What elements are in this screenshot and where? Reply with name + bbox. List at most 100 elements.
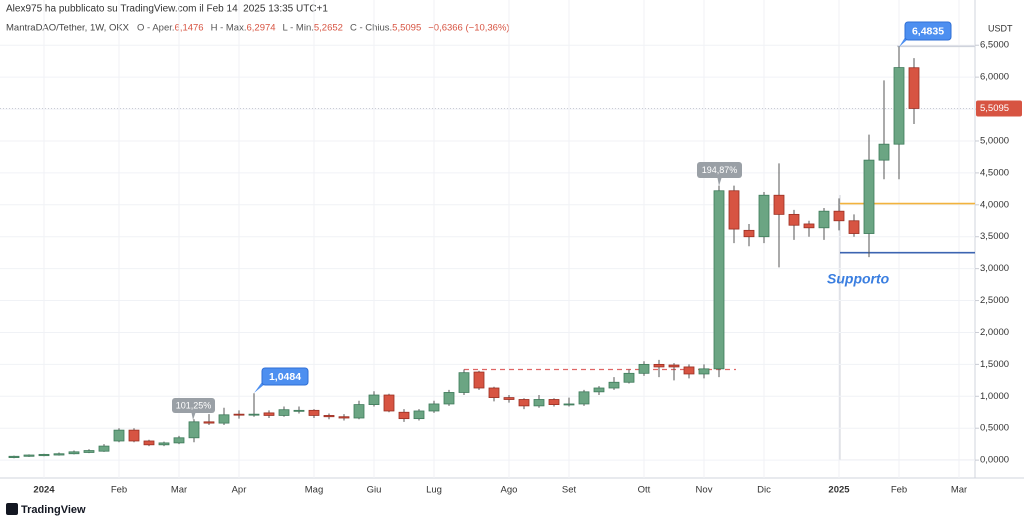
candle-body <box>578 391 590 405</box>
callout: 194,87% <box>697 162 742 186</box>
candle-body <box>743 229 755 238</box>
callout-box <box>172 398 215 413</box>
candle-body <box>893 67 905 145</box>
brand: TradingView <box>21 504 86 516</box>
candle-body <box>218 414 230 424</box>
candle-body <box>323 415 335 418</box>
x-tick-label: Mag <box>305 485 323 496</box>
callout-box <box>697 162 742 178</box>
y-tick-label: 3,0000 <box>980 263 1009 274</box>
candle-body <box>518 399 530 407</box>
y-tick-label: 0,0000 <box>980 455 1009 466</box>
callout-label: 194,87% <box>702 165 738 175</box>
candle-body <box>833 210 845 222</box>
candle-body <box>563 403 575 406</box>
candle-body <box>233 413 245 416</box>
x-tick-label: 2025 <box>828 485 850 496</box>
candle-body <box>488 387 500 398</box>
candle-body <box>848 220 860 234</box>
y-tick-label: 2,0000 <box>980 327 1009 338</box>
candle-body <box>713 190 725 370</box>
ohlc-value: 5,2652 <box>314 23 343 34</box>
x-tick-label: Dic <box>757 485 771 496</box>
candle-body <box>353 404 365 419</box>
candle-body <box>818 210 830 229</box>
candle-body <box>248 413 260 416</box>
x-tick-label: Giu <box>367 485 382 496</box>
candle-body <box>338 416 350 419</box>
callout-label: 101,25% <box>176 400 212 410</box>
callout-label: 1,0484 <box>269 371 301 383</box>
candle-body <box>788 213 800 226</box>
candle-body <box>158 442 170 446</box>
ohlc-label: H - Max. <box>211 23 247 34</box>
x-tick-label: Mar <box>951 485 967 496</box>
ohlc-label: C - Chius. <box>350 23 392 34</box>
candle-body <box>728 190 740 230</box>
last-price-label: 5,5095 <box>980 103 1009 114</box>
y-tick-label: 3,5000 <box>980 231 1009 242</box>
candle-body <box>173 437 185 444</box>
y-tick-label: 0,5000 <box>980 423 1009 434</box>
candle-body <box>698 368 710 375</box>
candle-body <box>8 455 20 458</box>
candle-body <box>23 454 35 457</box>
candle-body <box>773 194 785 215</box>
candle-body <box>908 67 920 109</box>
ohlc-label: L - Min. <box>283 23 314 34</box>
callout-box <box>904 21 952 41</box>
y-tick-label: 6,0000 <box>980 72 1009 83</box>
candle-body <box>293 409 305 412</box>
candle-body <box>113 429 125 442</box>
x-tick-label: 2024 <box>33 485 55 496</box>
callout: 6,4835 <box>899 21 952 47</box>
candle-body <box>428 403 440 412</box>
candle-body <box>413 410 425 420</box>
x-tick-label: Apr <box>232 485 247 496</box>
x-tick-label: Lug <box>426 485 442 496</box>
brand-logo: TradingView <box>6 503 86 516</box>
currency: USDT <box>988 23 1013 33</box>
candle-body <box>878 143 890 161</box>
ohlc-value: 6,2974 <box>246 23 275 34</box>
candle-body <box>383 394 395 412</box>
y-tick-label: 1,0000 <box>980 391 1009 402</box>
candle-body <box>398 411 410 420</box>
candle-body <box>623 372 635 383</box>
candle-body <box>608 381 620 389</box>
callout: 1,0484 <box>254 367 309 393</box>
candle-body <box>143 440 155 446</box>
candle-body <box>308 409 320 416</box>
candle-body <box>368 394 380 405</box>
text-annotation: Supporto <box>827 271 890 287</box>
candle-body <box>533 399 545 407</box>
candle-body <box>758 194 770 238</box>
y-tick-label: 2,5000 <box>980 295 1009 306</box>
ohlc-value: 6,1476 <box>175 23 204 34</box>
y-tick-label: 4,5000 <box>980 167 1009 178</box>
callout-label: 6,4835 <box>912 25 944 37</box>
x-tick-label: Ott <box>638 485 651 496</box>
candle-body <box>53 453 65 456</box>
callout-box <box>261 367 309 386</box>
x-tick-label: Feb <box>111 485 127 496</box>
candle-body <box>548 399 560 405</box>
candle-body <box>863 159 875 234</box>
candle-body <box>803 223 815 229</box>
candle-body <box>443 392 455 405</box>
y-tick-label: 4,0000 <box>980 199 1009 210</box>
candle-body <box>473 371 485 389</box>
ohlc-value: 5,5095 <box>392 23 421 34</box>
candle-body <box>83 450 95 453</box>
publisher: Alex975 ha pubblicato su TradingView.com… <box>6 4 328 15</box>
candle-body <box>593 387 605 393</box>
candle-body <box>68 451 80 455</box>
ohlc-label: O - Aper. <box>137 23 175 34</box>
candle-body <box>263 412 275 416</box>
candle-body <box>683 366 695 375</box>
candle-body <box>668 364 680 368</box>
candle-body <box>503 397 515 400</box>
x-tick-label: Feb <box>891 485 907 496</box>
